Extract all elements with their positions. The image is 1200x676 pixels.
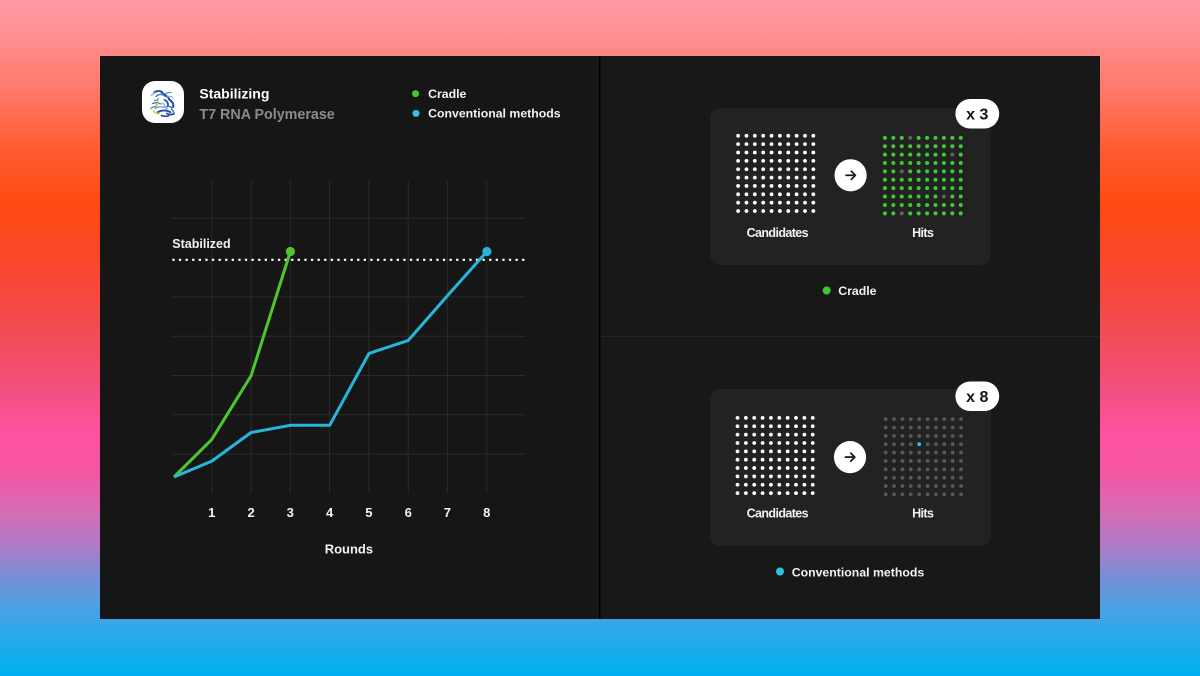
svg-text:Conventional methods: Conventional methods xyxy=(428,107,561,121)
svg-text:Stabilizing: Stabilizing xyxy=(199,86,269,102)
svg-text:1: 1 xyxy=(208,505,215,520)
svg-text:Conventional methods: Conventional methods xyxy=(792,565,925,579)
svg-text:8: 8 xyxy=(483,505,490,520)
svg-text:Hits: Hits xyxy=(912,507,934,521)
svg-text:x 3: x 3 xyxy=(966,107,988,124)
svg-text:Stabilized: Stabilized xyxy=(172,237,230,251)
svg-text:7: 7 xyxy=(444,505,451,520)
svg-text:Candidates: Candidates xyxy=(747,507,809,521)
svg-text:T7 RNA Polymerase: T7 RNA Polymerase xyxy=(199,107,334,123)
svg-text:Candidates: Candidates xyxy=(747,226,809,240)
svg-text:6: 6 xyxy=(405,505,412,520)
svg-text:Cradle: Cradle xyxy=(428,87,466,101)
svg-text:2: 2 xyxy=(247,505,254,520)
svg-text:Cradle: Cradle xyxy=(838,284,876,298)
svg-text:3: 3 xyxy=(287,505,294,520)
svg-text:Hits: Hits xyxy=(912,226,934,240)
svg-text:4: 4 xyxy=(326,505,334,520)
svg-text:5: 5 xyxy=(365,505,372,520)
svg-text:x 8: x 8 xyxy=(966,389,988,406)
svg-text:Rounds: Rounds xyxy=(325,542,373,557)
